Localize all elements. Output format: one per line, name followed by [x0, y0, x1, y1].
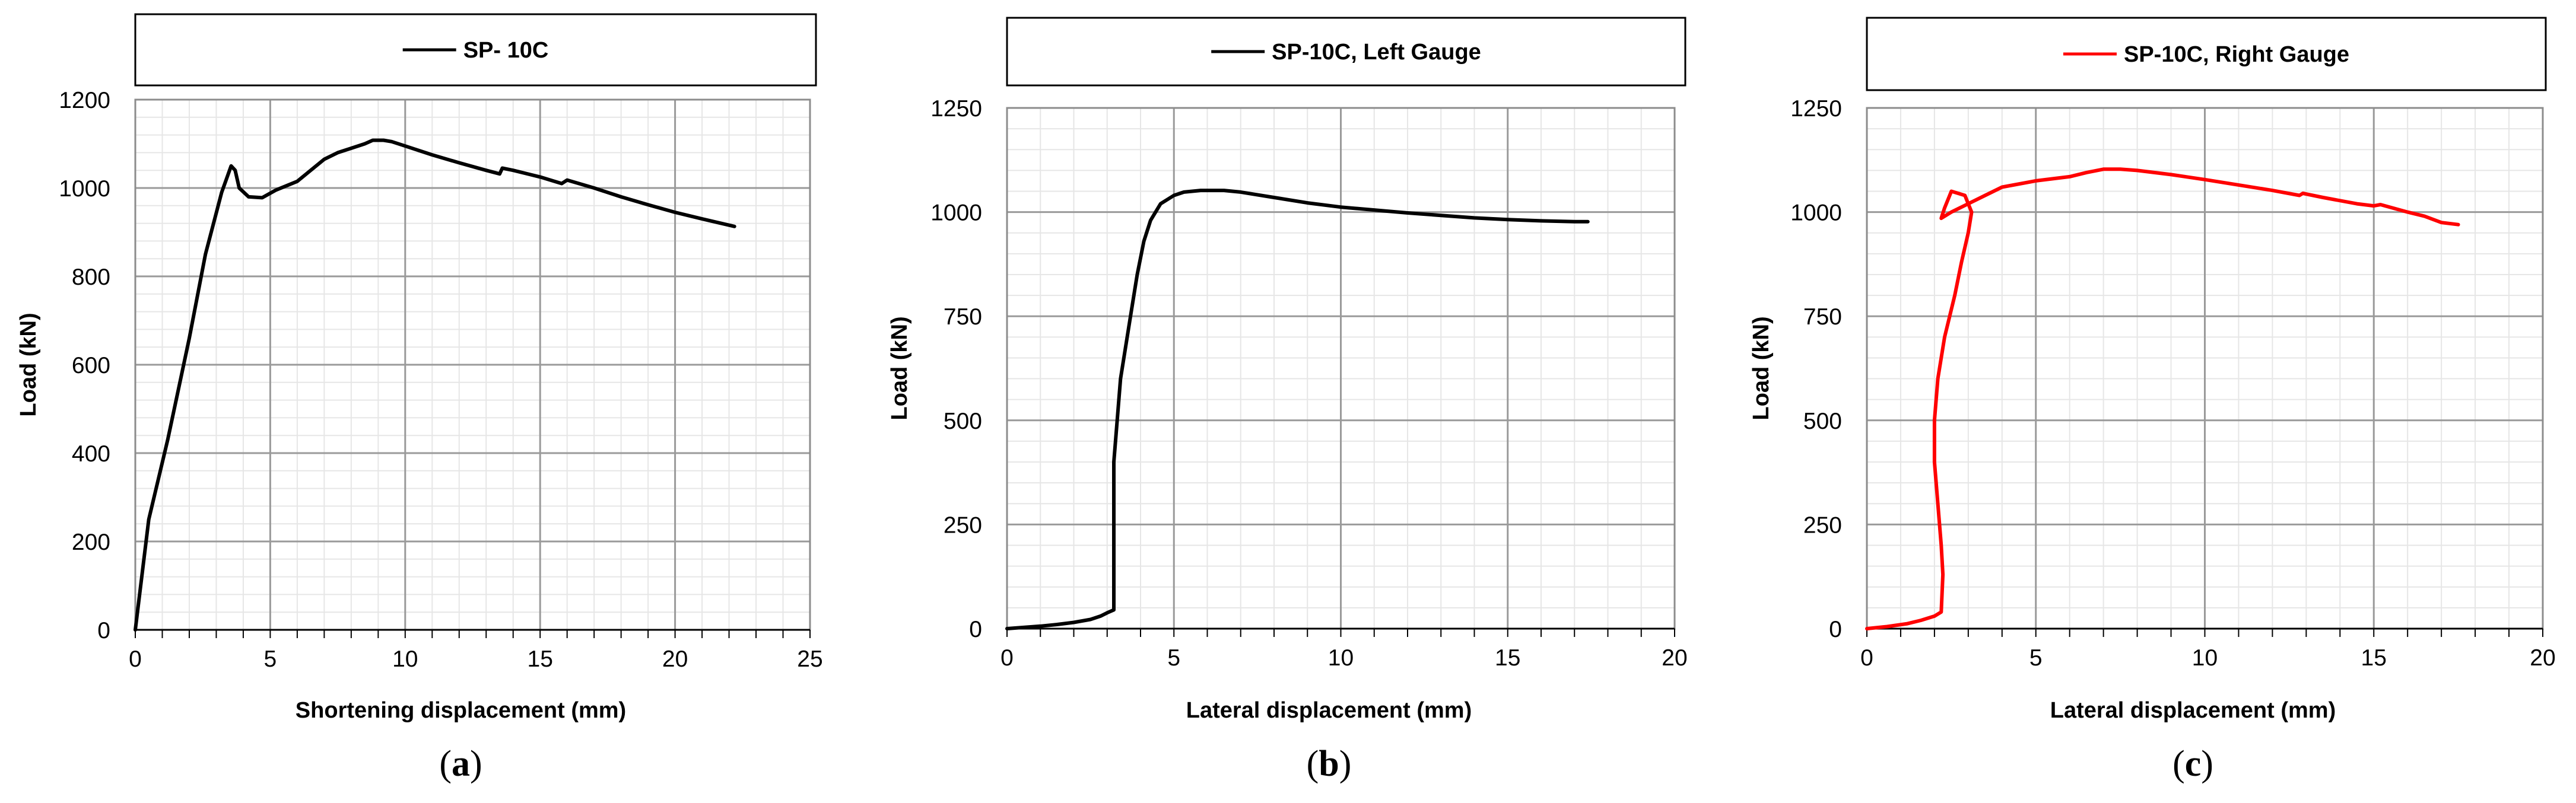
- y-tick-label: 500: [1803, 409, 1842, 434]
- x-tick-label: 0: [129, 646, 142, 672]
- y-tick-label: 500: [944, 409, 982, 434]
- x-tick-label: 20: [2530, 645, 2555, 671]
- x-tick-label: 10: [1328, 645, 1354, 671]
- chart-panel-c: SP-10C, Right Gauge 0 5 10 15 20 0 250 500 750 100…: [1749, 17, 2556, 784]
- x-tick-label: 15: [1495, 645, 1520, 671]
- panel-label: (c): [2172, 744, 2213, 784]
- y-tick-label: 200: [72, 530, 110, 555]
- x-tick-label: 0: [1860, 645, 1873, 671]
- y-tick-label: 1250: [1790, 96, 1842, 122]
- series-line: [134, 138, 736, 632]
- y-axis-title: Load (kN): [1749, 316, 1774, 420]
- x-tick-label: 20: [662, 646, 688, 672]
- legend-label: SP-10C, Right Gauge: [2124, 42, 2349, 67]
- y-tick-label: 1250: [930, 96, 982, 122]
- y-axis-title: Load (kN): [16, 313, 41, 416]
- x-tick-label: 20: [1662, 645, 1687, 671]
- series-line: [1005, 189, 1590, 630]
- y-tick-label: 750: [1803, 304, 1842, 330]
- legend-box: [1866, 17, 2547, 91]
- x-tick-label: 15: [528, 646, 553, 672]
- y-tick-label: 250: [944, 512, 982, 538]
- x-axis-title: Lateral displacement (mm): [2050, 698, 2336, 723]
- panel-label: (a): [439, 744, 482, 784]
- y-tick-label: 0: [97, 618, 110, 643]
- y-tick-label: 0: [1829, 617, 1842, 642]
- y-axis-title: Load (kN): [887, 316, 912, 420]
- chart-panel-b: SP-10C, Left Gauge 0 5 10 15 20 0 250 500 750 1000…: [887, 17, 1688, 784]
- x-tick-label: 25: [797, 646, 822, 672]
- x-axis-title: Shortening displacement (mm): [296, 698, 626, 723]
- x-tick-label: 10: [392, 646, 418, 672]
- x-tick-label: 5: [2029, 645, 2043, 671]
- y-tick-label: 1000: [59, 176, 110, 202]
- y-tick-label: 1000: [1790, 200, 1842, 226]
- legend-box: [134, 13, 817, 87]
- y-tick-label: 800: [72, 265, 110, 290]
- x-tick-label: 5: [1167, 645, 1180, 671]
- x-axis-title: Lateral displacement (mm): [1186, 698, 1472, 723]
- y-tick-label: 750: [944, 304, 982, 330]
- legend-label: SP- 10C: [463, 38, 549, 63]
- y-tick-label: 250: [1803, 512, 1842, 538]
- y-tick-label: 1200: [59, 88, 110, 113]
- y-tick-label: 1000: [930, 200, 982, 226]
- series-line: [1865, 167, 2460, 630]
- legend-label: SP-10C, Left Gauge: [1272, 40, 1481, 65]
- y-tick-label: 600: [72, 353, 110, 378]
- x-tick-label: 15: [2361, 645, 2387, 671]
- legend-box: [1006, 17, 1686, 87]
- x-tick-label: 0: [1000, 645, 1014, 671]
- chart-panel-a: SP- 10C 0 5 10 15 20 25 0 200 400 600 800 1000 1200 Sh…: [16, 13, 823, 784]
- x-tick-label: 10: [2192, 645, 2218, 671]
- x-tick-label: 5: [264, 646, 277, 672]
- y-tick-label: 0: [969, 617, 982, 642]
- y-tick-label: 400: [72, 441, 110, 467]
- panel-label: (b): [1307, 744, 1352, 784]
